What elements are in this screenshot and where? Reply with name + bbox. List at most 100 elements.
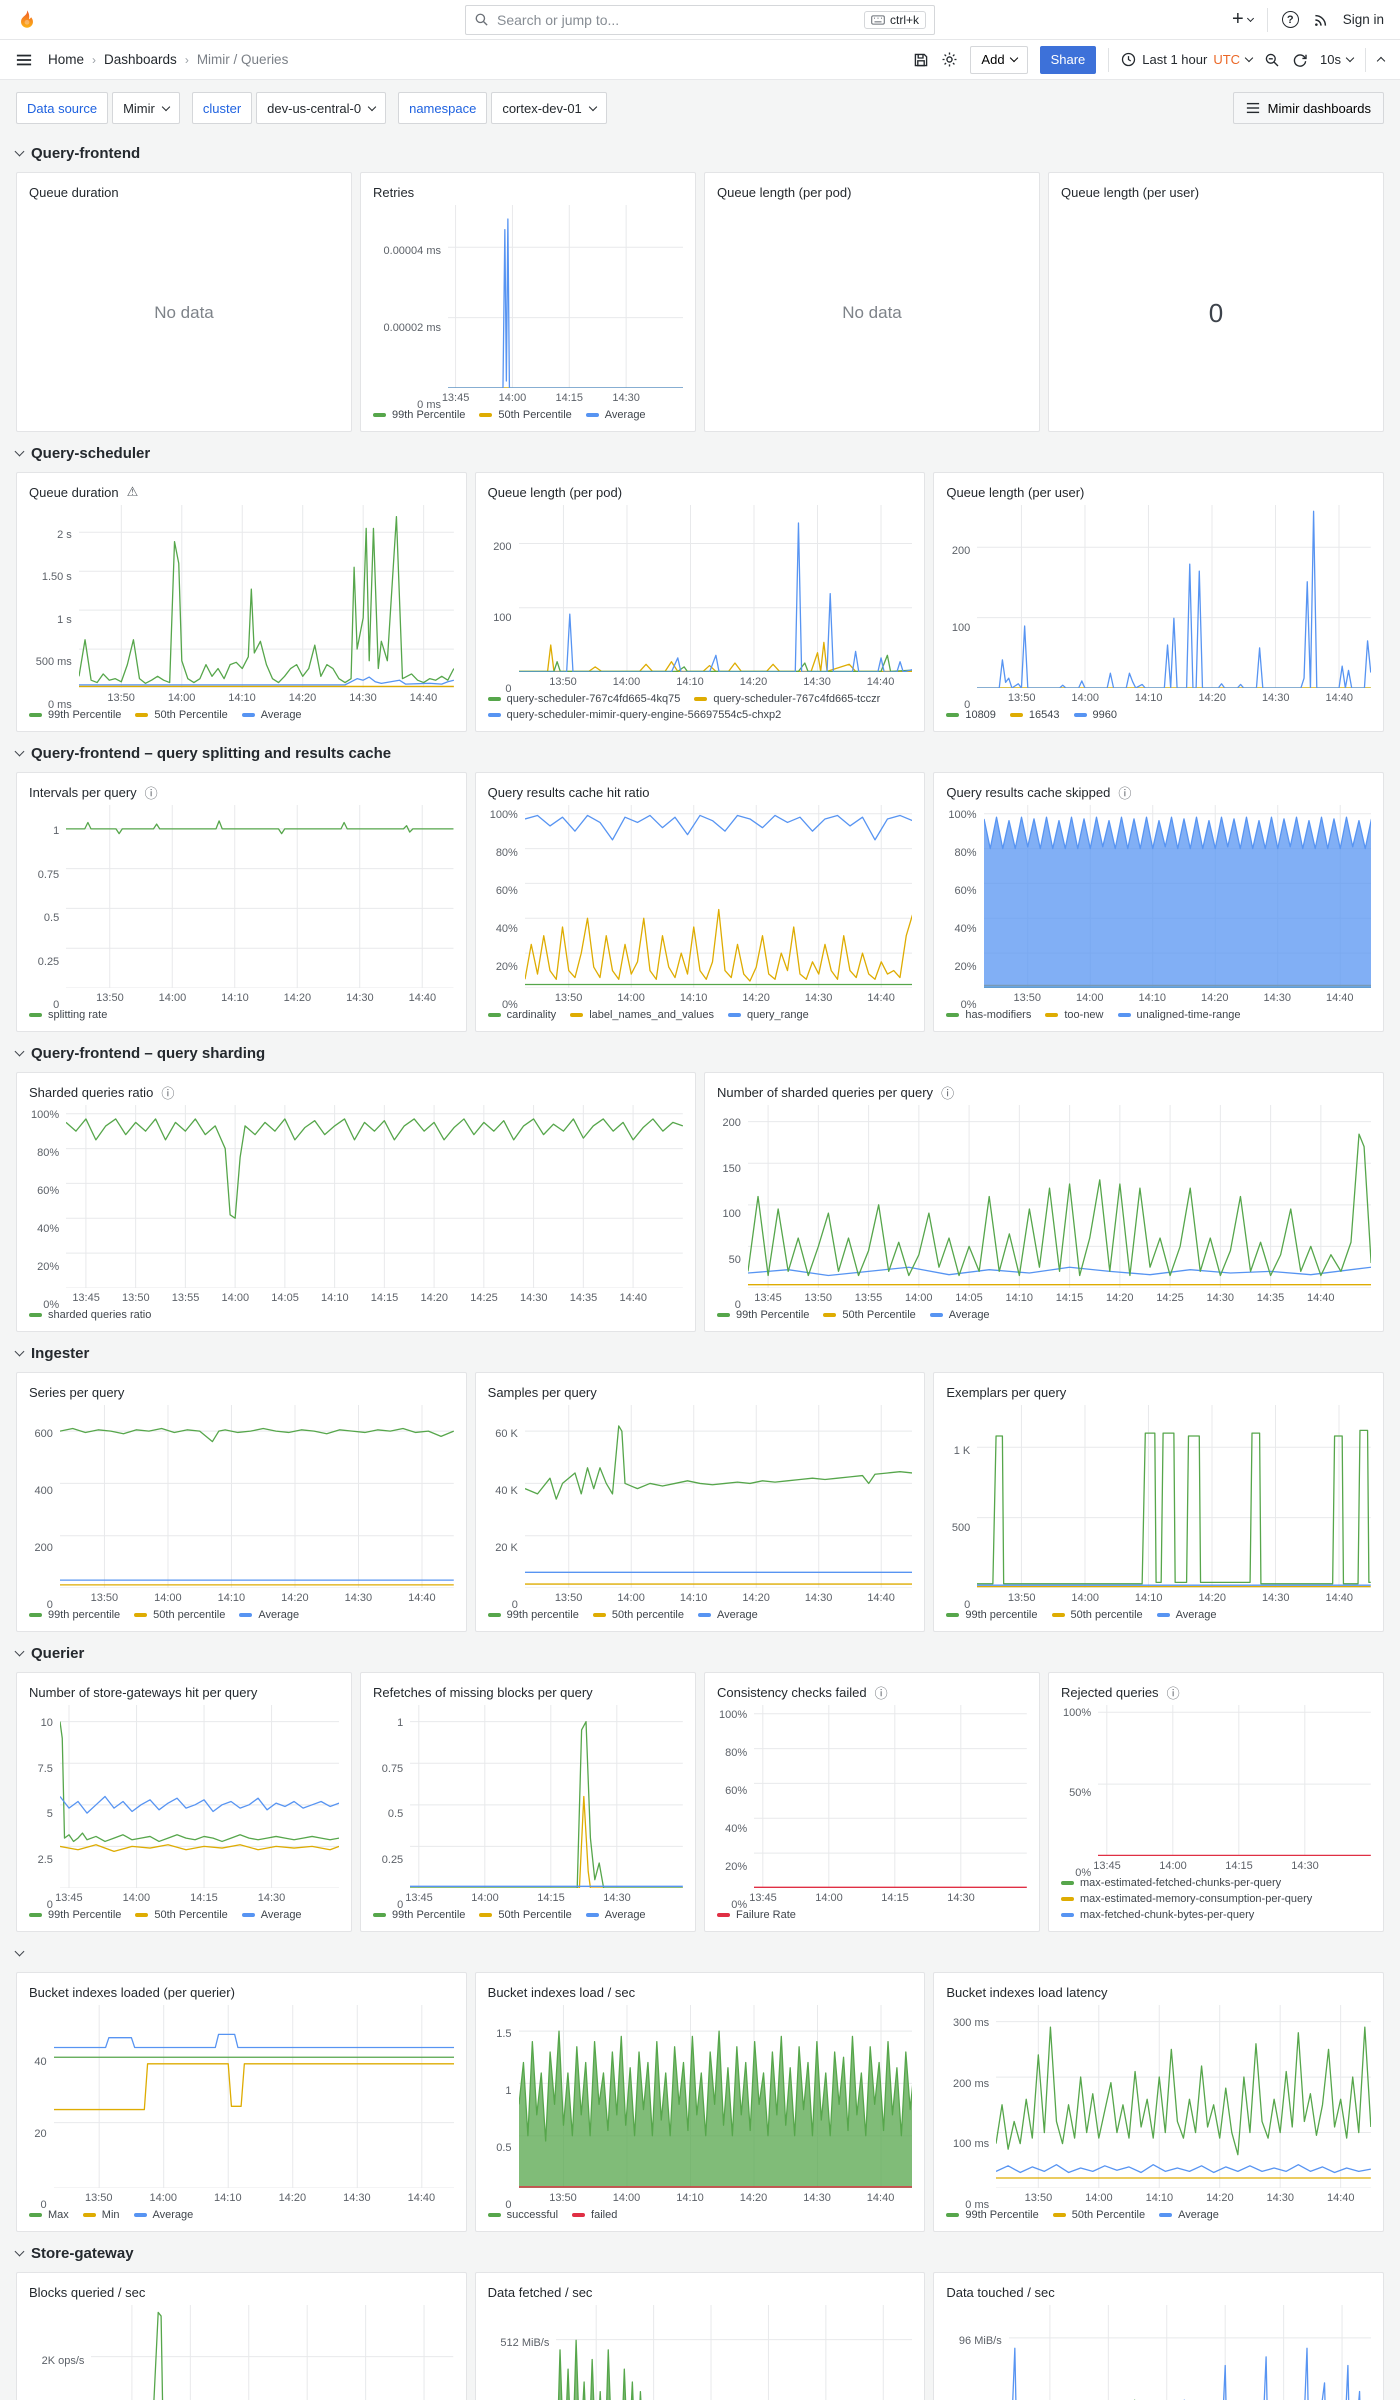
row-header-ingester[interactable]: Ingester bbox=[14, 1340, 1384, 1366]
plot-area[interactable] bbox=[748, 1105, 1371, 1288]
plot-area[interactable] bbox=[518, 2005, 913, 2188]
panel-title[interactable]: Queue length (per pod) bbox=[487, 484, 623, 500]
news-icon[interactable] bbox=[1313, 12, 1329, 28]
panel-header[interactable]: Queue length (per pod) bbox=[488, 479, 913, 505]
row-header-query-scheduler[interactable]: Query-scheduler bbox=[14, 440, 1384, 466]
collapse-toolbar-button[interactable] bbox=[1376, 55, 1386, 66]
chart-svg[interactable] bbox=[1009, 2305, 1371, 2400]
panel-header[interactable]: Bucket indexes load latency bbox=[946, 1979, 1371, 2005]
panel-title[interactable]: Series per query bbox=[29, 1384, 125, 1400]
legend-item[interactable]: Average bbox=[241, 1909, 302, 1921]
legend-item[interactable]: has-modifiers bbox=[946, 1009, 1031, 1021]
legend-item[interactable]: query-scheduler-mimir-query-engine-56697… bbox=[487, 709, 781, 721]
chart-svg[interactable] bbox=[91, 2305, 453, 2400]
legend-item[interactable]: Average bbox=[1159, 2209, 1219, 2221]
breadcrumb-dashboards[interactable]: Dashboards bbox=[104, 52, 177, 67]
plot-area[interactable] bbox=[1098, 1705, 1371, 1856]
plot-area[interactable] bbox=[519, 505, 913, 672]
panel-title[interactable]: Intervals per query bbox=[29, 784, 137, 800]
panel-title[interactable]: Data touched / sec bbox=[946, 2284, 1055, 2300]
plot-area[interactable] bbox=[754, 1705, 1027, 1888]
panel-title[interactable]: Queue duration bbox=[29, 484, 119, 500]
legend-item[interactable]: 50th Percentile bbox=[135, 1909, 228, 1921]
plot-area[interactable] bbox=[977, 505, 1371, 688]
legend-item[interactable]: 99th percentile bbox=[29, 1609, 120, 1621]
panel-header[interactable]: Data fetched / sec bbox=[488, 2279, 913, 2305]
plot-area[interactable] bbox=[54, 2005, 454, 2188]
chart-svg[interactable] bbox=[556, 2305, 912, 2400]
settings-gear-icon[interactable] bbox=[941, 51, 958, 68]
panel-header[interactable]: Number of sharded queries per query ⓘ bbox=[717, 1079, 1371, 1105]
panel-title[interactable]: Retries bbox=[373, 184, 415, 200]
panel-title[interactable]: Query results cache hit ratio bbox=[487, 784, 650, 800]
panel-header[interactable]: Samples per query bbox=[488, 1379, 913, 1405]
chart-svg[interactable] bbox=[410, 1705, 683, 1888]
panel-header[interactable]: Bucket indexes load / sec bbox=[488, 1979, 913, 2005]
panel-header[interactable]: Series per query bbox=[29, 1379, 454, 1405]
legend-item[interactable]: Average bbox=[698, 1609, 758, 1621]
legend-item[interactable]: Average bbox=[1156, 1609, 1216, 1621]
legend-item[interactable]: max-estimated-fetched-chunks-per-query bbox=[1061, 1877, 1281, 1889]
breadcrumb-home[interactable]: Home bbox=[48, 52, 85, 67]
chart-svg[interactable] bbox=[54, 2005, 454, 2188]
menu-icon[interactable] bbox=[16, 53, 32, 67]
chart-svg[interactable] bbox=[525, 1405, 912, 1588]
legend-item[interactable]: 50th Percentile bbox=[479, 409, 572, 421]
legend-item[interactable]: 99th Percentile bbox=[373, 409, 465, 421]
plot-area[interactable] bbox=[91, 2305, 453, 2400]
panel-header[interactable]: Data touched / sec bbox=[946, 2279, 1371, 2305]
legend-item[interactable]: Average bbox=[239, 1609, 299, 1621]
plot-area[interactable] bbox=[1009, 2305, 1371, 2400]
variable-namespace-value[interactable]: cortex-dev-01 bbox=[491, 92, 607, 124]
legend-item[interactable]: Average bbox=[585, 1909, 646, 1921]
panel-title[interactable]: Samples per query bbox=[487, 1384, 597, 1400]
panel-title[interactable]: Number of store-gateways hit per query bbox=[29, 1684, 258, 1700]
plot-area[interactable] bbox=[60, 1405, 454, 1588]
legend-item[interactable]: 99th percentile bbox=[487, 1609, 579, 1621]
panel-title[interactable]: Number of sharded queries per query bbox=[717, 1084, 934, 1100]
legend-item[interactable]: 50th percentile bbox=[1051, 1609, 1143, 1621]
legend-item[interactable]: 99th percentile bbox=[946, 1609, 1038, 1621]
row-header-query-frontend-query-sharding[interactable]: Query-frontend – query sharding bbox=[14, 1040, 1384, 1066]
panel-header[interactable]: Bucket indexes loaded (per querier) bbox=[29, 1979, 454, 2005]
legend-item[interactable]: Average bbox=[585, 409, 646, 421]
panel-header[interactable]: Queue duration ⚠ bbox=[29, 479, 454, 505]
panel-title[interactable]: Consistency checks failed bbox=[717, 1684, 867, 1700]
panel-header[interactable]: Query results cache hit ratio bbox=[488, 779, 913, 805]
legend-item[interactable]: label_names_and_values bbox=[570, 1009, 714, 1021]
legend-item[interactable]: max-fetched-chunk-bytes-per-query bbox=[1061, 1909, 1254, 1921]
panel-header[interactable]: Intervals per query ⓘ bbox=[29, 779, 454, 805]
chart-svg[interactable] bbox=[519, 505, 913, 672]
legend-item[interactable]: 10809 bbox=[946, 709, 996, 721]
panel-header[interactable]: Query results cache skipped ⓘ bbox=[946, 779, 1371, 805]
help-icon[interactable]: ? bbox=[1281, 11, 1299, 28]
search-input[interactable]: Search or jump to... ctrl+k bbox=[465, 4, 935, 35]
row-header-querier[interactable]: Querier bbox=[14, 1640, 1384, 1666]
panel-header[interactable]: Retries bbox=[373, 179, 683, 205]
panel-title[interactable]: Rejected queries bbox=[1061, 1684, 1159, 1700]
add-button[interactable]: Add bbox=[970, 45, 1028, 74]
legend-item[interactable]: query-scheduler-767c4fd665-4kq75 bbox=[487, 693, 680, 705]
panel-title[interactable]: Queue length (per user) bbox=[946, 484, 1085, 500]
panel-title[interactable]: Queue duration bbox=[29, 184, 119, 200]
legend-item[interactable]: query_range bbox=[727, 1009, 809, 1021]
save-dashboard-icon[interactable] bbox=[913, 52, 929, 68]
panel-header[interactable]: Blocks queried / sec bbox=[29, 2279, 454, 2305]
chart-svg[interactable] bbox=[448, 205, 683, 388]
plot-area[interactable] bbox=[60, 1705, 339, 1888]
panel-title[interactable]: Bucket indexes load latency bbox=[946, 1984, 1108, 2000]
legend-item[interactable]: sharded queries ratio bbox=[29, 1309, 151, 1321]
panel-title[interactable]: Exemplars per query bbox=[946, 1384, 1067, 1400]
panel-header[interactable]: Queue length (per pod) bbox=[717, 179, 1027, 205]
legend-item[interactable]: failed bbox=[572, 2209, 617, 2221]
legend-item[interactable]: unaligned-time-range bbox=[1117, 1009, 1240, 1021]
panel-header[interactable]: Queue length (per user) bbox=[946, 479, 1371, 505]
time-range-picker[interactable]: Last 1 hour UTC bbox=[1121, 52, 1254, 67]
chart-svg[interactable] bbox=[977, 505, 1371, 688]
panel-title[interactable]: Query results cache skipped bbox=[946, 784, 1111, 800]
plot-area[interactable] bbox=[66, 805, 453, 988]
chart-svg[interactable] bbox=[79, 505, 454, 688]
plot-area[interactable] bbox=[66, 1105, 683, 1288]
legend-item[interactable]: splitting rate bbox=[29, 1009, 107, 1021]
chart-svg[interactable] bbox=[983, 805, 1371, 988]
